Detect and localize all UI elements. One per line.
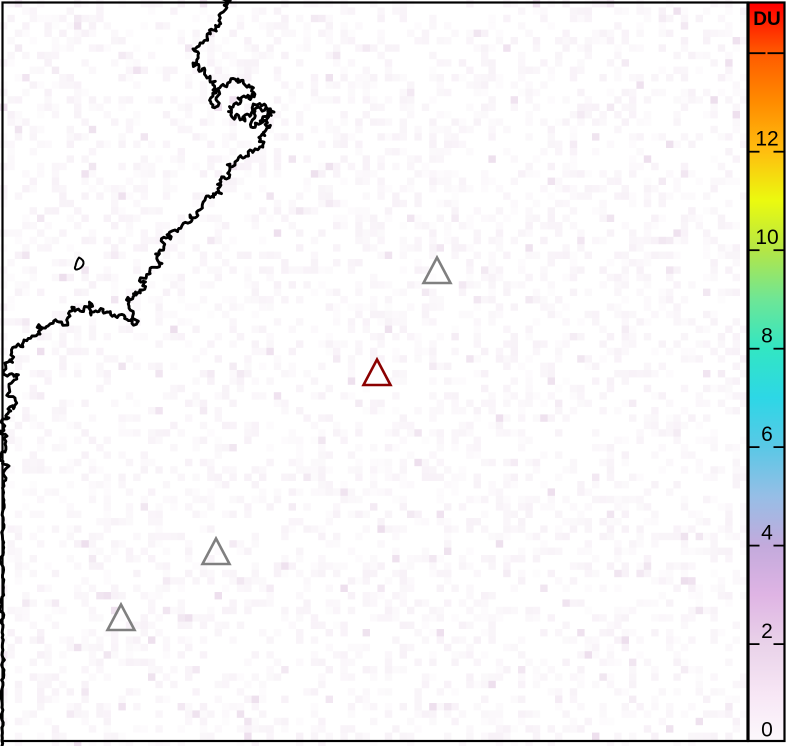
svg-text:10: 10: [755, 226, 778, 249]
svg-text:4: 4: [761, 522, 773, 545]
svg-text:DU: DU: [753, 9, 780, 30]
svg-text:2: 2: [761, 620, 773, 643]
svg-text:8: 8: [761, 325, 773, 348]
svg-text:12: 12: [755, 128, 778, 151]
svg-text:6: 6: [761, 423, 773, 446]
svg-text:0: 0: [761, 719, 773, 742]
